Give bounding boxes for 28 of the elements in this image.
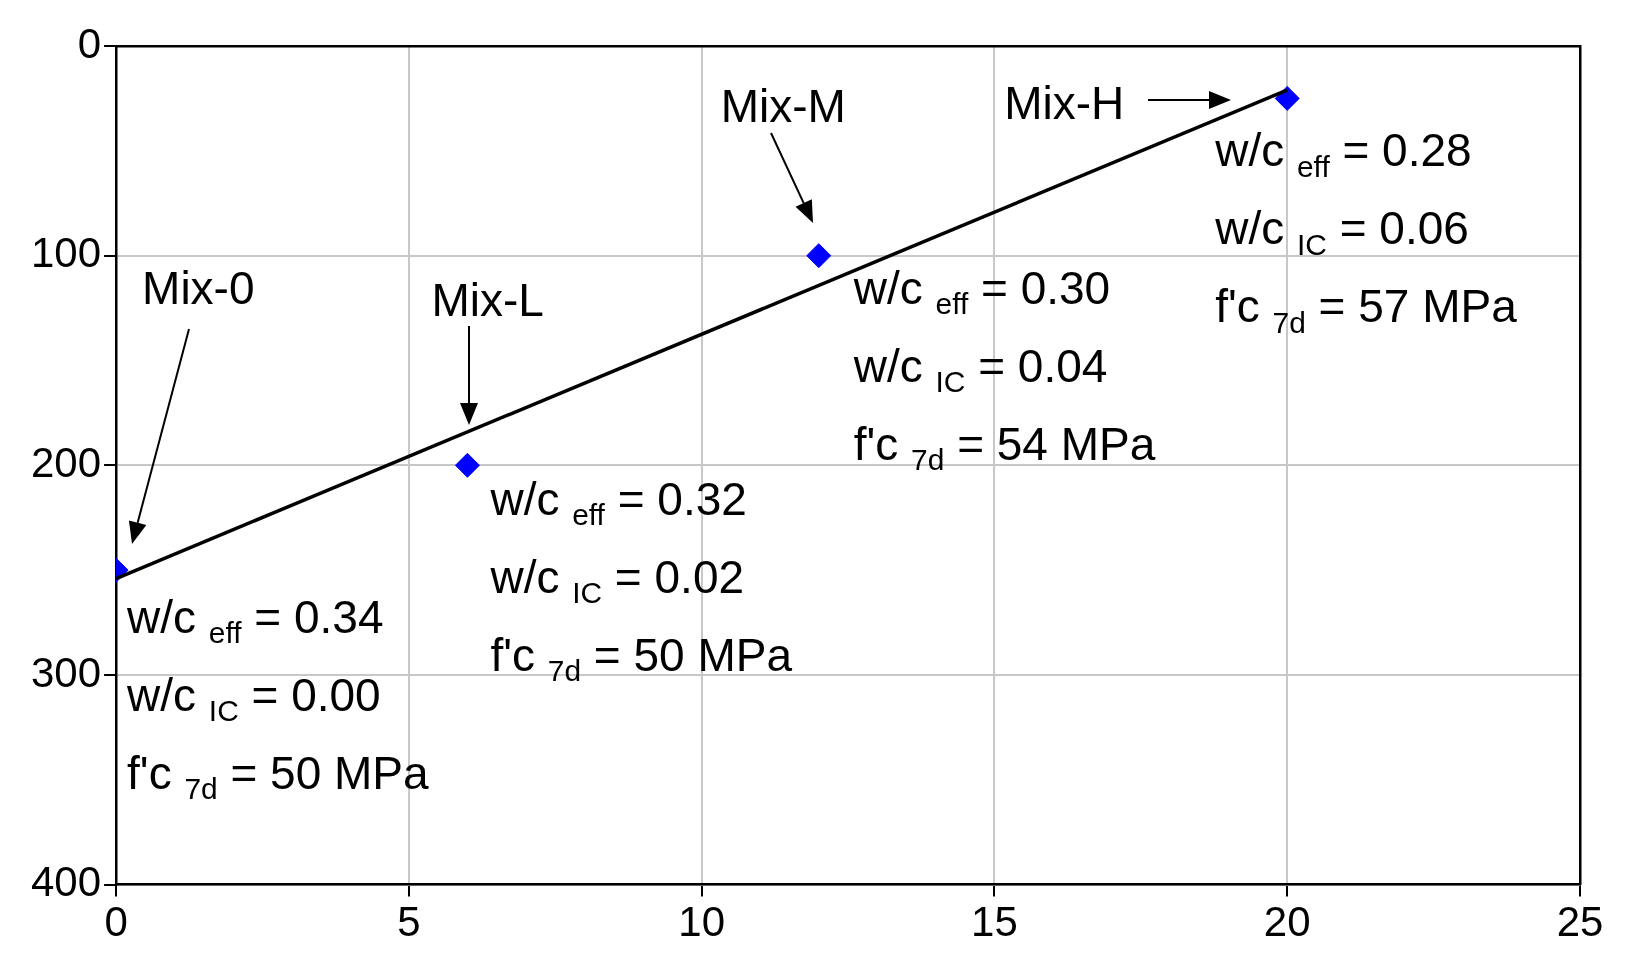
- point: [454, 452, 480, 478]
- x-tick-label: 25: [1556, 898, 1604, 946]
- annotation: f'c 7d = 50 MPa: [490, 629, 793, 688]
- annotation: w/c IC = 0.00: [126, 669, 381, 728]
- y-tick-label: 400: [31, 858, 102, 906]
- annotation: w/c eff = 0.28: [1214, 124, 1472, 183]
- annotation: Mix-0: [142, 262, 255, 315]
- annotation: w/c IC = 0.04: [852, 339, 1108, 398]
- x-tick-label: 20: [1263, 898, 1311, 946]
- annotation: Mix-H: [1004, 77, 1125, 130]
- annotation: w/c IC = 0.06: [1214, 202, 1469, 261]
- annotation: f'c 7d = 57 MPa: [1215, 280, 1518, 339]
- x-tick-label: 15: [971, 898, 1018, 946]
- annotation: Mix-L: [431, 274, 544, 327]
- y-tick-label: 200: [31, 438, 102, 486]
- annotation: w/c IC = 0.02: [489, 551, 745, 610]
- annotation: f'c 7d = 50 MPa: [127, 747, 430, 806]
- annotation: w/c eff = 0.30: [852, 261, 1111, 320]
- annotation: w/c eff = 0.32: [489, 473, 747, 532]
- x-tick-label: 5: [397, 898, 421, 946]
- annotation: f'c 7d = 54 MPa: [853, 417, 1156, 476]
- x-tick-label: 10: [678, 898, 725, 946]
- point: [806, 243, 832, 269]
- annotation: Mix-M: [720, 79, 846, 132]
- y-tick-label: 300: [31, 648, 102, 696]
- y-tick-label: 100: [31, 229, 102, 277]
- y-tick-label: 0: [77, 19, 102, 67]
- annotation: w/c eff = 0.34: [126, 591, 384, 650]
